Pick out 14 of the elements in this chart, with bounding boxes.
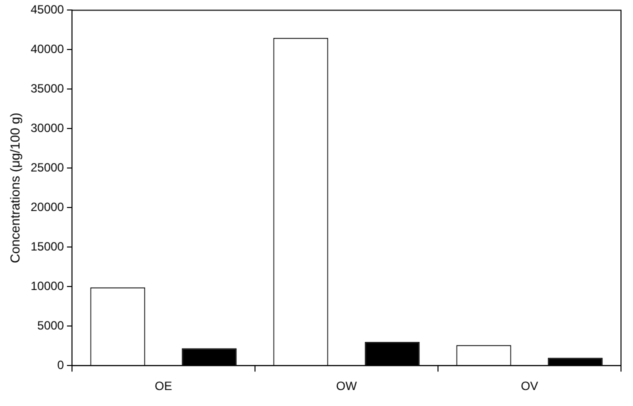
x-tick-label: OE [154, 379, 172, 394]
y-tick-label: 15000 [30, 239, 64, 254]
y-tick-label: 20000 [30, 200, 64, 214]
y-tick-label: 10000 [30, 278, 64, 293]
y-tick-label: 0 [57, 358, 64, 372]
y-tick-label: 40000 [30, 42, 64, 56]
x-tick-label: OV [520, 379, 538, 394]
y-tick-label: 35000 [30, 81, 64, 96]
x-tick-label: OW [336, 379, 358, 394]
y-tick-label: 45000 [30, 2, 64, 17]
y-tick-label: 30000 [30, 120, 64, 135]
y-tick-label: 25000 [30, 160, 64, 174]
y-tick-label: 5000 [37, 318, 64, 332]
y-axis-title: Concentrations (μg/100 g) [7, 112, 22, 264]
